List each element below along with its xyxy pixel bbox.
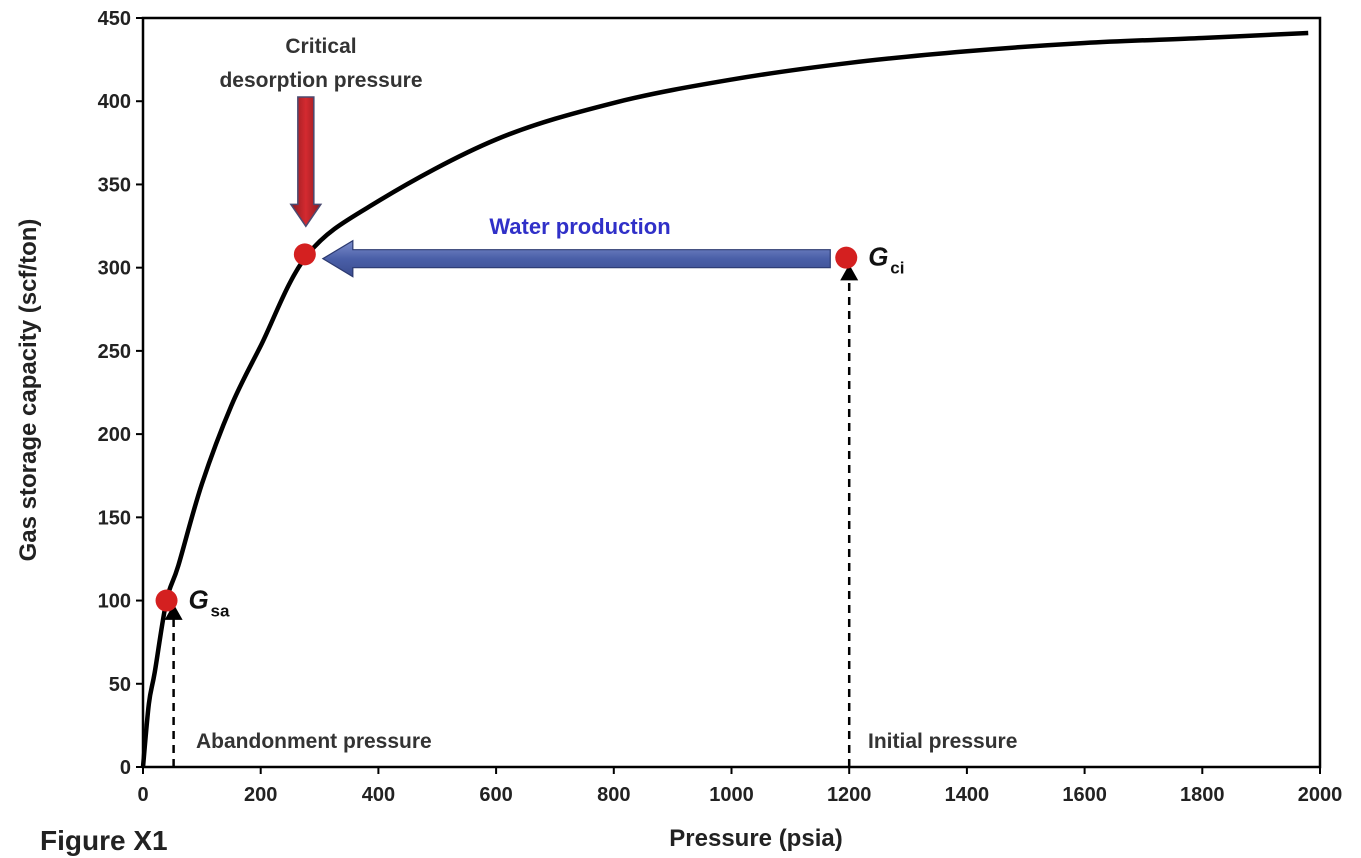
x-tick-label: 200 (244, 784, 277, 806)
point-critical (293, 243, 316, 266)
guide-lines (164, 264, 859, 767)
y-axis-title: Gas storage capacity (scf/ton) (15, 219, 42, 562)
x-tick-label: 2000 (1298, 784, 1343, 806)
initial-pressure-label: Initial pressure (868, 730, 1017, 753)
x-tick-label: 1600 (1062, 784, 1107, 806)
x-axis-title: Pressure (psia) (669, 825, 842, 852)
y-tick-label: 150 (98, 507, 131, 529)
point-label-gci: G (868, 242, 888, 272)
x-tick-label: 0 (137, 784, 148, 806)
point-sub-gci: ci (890, 259, 904, 278)
x-tick-label: 400 (362, 784, 395, 806)
x-tick-label: 800 (597, 784, 630, 806)
critical-desorption-arrow (289, 96, 323, 228)
water-production-arrow (321, 239, 831, 278)
y-axis-ticks: 0 50 100 150 200 250 300 350 400 450 (98, 8, 143, 779)
abandonment-pressure-label: Abandonment pressure (196, 730, 432, 753)
critical-label-line1: Critical (285, 35, 356, 58)
initial-guide-arrowhead (840, 264, 859, 281)
y-tick-label: 50 (109, 674, 131, 696)
critical-label-line2: desorption pressure (219, 69, 422, 92)
y-tick-label: 100 (98, 591, 131, 613)
water-production-label: Water production (489, 214, 670, 239)
x-axis-ticks: 0 200 400 600 800 1000 1200 1400 1600 1800 2000 (137, 767, 1342, 806)
x-tick-label: 1800 (1180, 784, 1225, 806)
plot-frame (141, 16, 1322, 769)
x-tick-label: 600 (479, 784, 512, 806)
point-gsa (155, 589, 178, 612)
point-sub-gsa: sa (211, 602, 230, 621)
point-gci (835, 246, 858, 269)
y-tick-label: 0 (120, 757, 131, 779)
x-tick-label: 1400 (945, 784, 990, 806)
y-tick-label: 250 (98, 341, 131, 363)
y-tick-label: 300 (98, 258, 131, 280)
storage-capacity-curve (140, 30, 1309, 768)
x-tick-label: 1200 (827, 784, 872, 806)
figure-caption: Figure X1 (40, 825, 168, 856)
y-tick-label: 400 (98, 91, 131, 113)
point-label-gsa: G (189, 585, 209, 615)
y-tick-label: 450 (98, 8, 131, 30)
y-tick-label: 350 (98, 174, 131, 196)
y-tick-label: 200 (98, 424, 131, 446)
x-tick-label: 1000 (709, 784, 754, 806)
abandonment-guide-arrowhead (164, 603, 183, 620)
